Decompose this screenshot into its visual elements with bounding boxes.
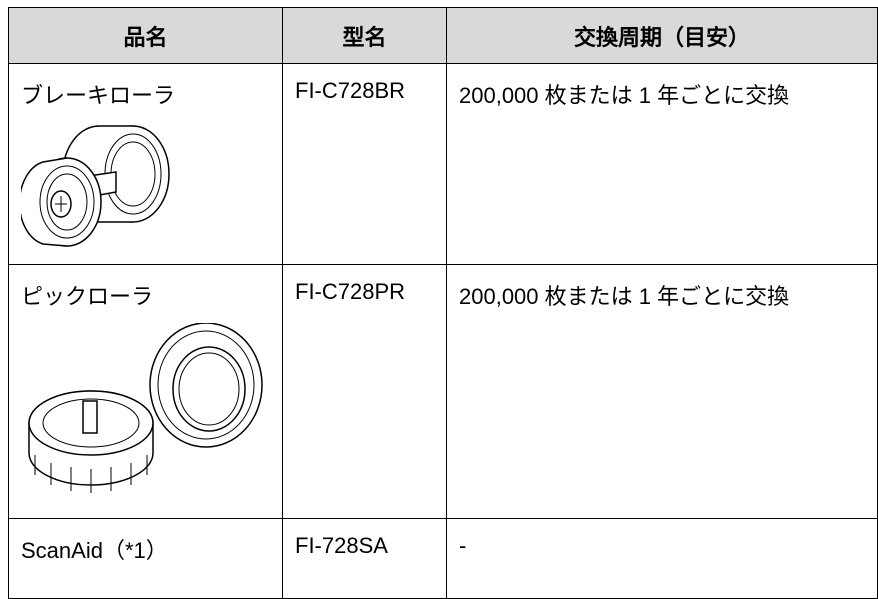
header-cell: 交換周期（目安）: [446, 7, 878, 64]
cell: 200,000 枚または 1 年ごとに交換: [446, 63, 878, 265]
cell: 200,000 枚または 1 年ごとに交換: [446, 264, 878, 519]
header-cell: 型名: [282, 7, 447, 64]
row: ブレーキローラ FI-C728BR 200,000 枚または 1 年ごとに交換: [8, 63, 878, 265]
row: ScanAid（*1） FI-728SA -: [8, 518, 878, 599]
part-name: ブレーキローラ: [21, 83, 176, 108]
cell: FI-728SA: [282, 518, 447, 599]
cell: FI-C728PR: [282, 264, 447, 519]
brake-roller-image: [21, 125, 170, 247]
part-name: ピックローラ: [21, 284, 154, 309]
cell: ピックローラ: [8, 264, 283, 519]
pick-roller-image: [28, 323, 263, 493]
header-cell: 品名: [8, 7, 283, 64]
parts-table: 品名 型名 交換周期（目安） ブレーキローラ FI-C728BR 200,000…: [8, 7, 878, 599]
cell: FI-C728BR: [282, 63, 447, 265]
cell: -: [446, 518, 878, 599]
row: ピックローラ FI-C728PR 200,000 枚または 1 年ごとに交換: [8, 264, 878, 519]
header-row: 品名 型名 交換周期（目安）: [8, 7, 878, 64]
page: 品名 型名 交換周期（目安） ブレーキローラ FI-C728BR 200,000…: [8, 7, 878, 599]
cell: ブレーキローラ: [8, 63, 283, 265]
cell: ScanAid（*1）: [8, 518, 283, 599]
